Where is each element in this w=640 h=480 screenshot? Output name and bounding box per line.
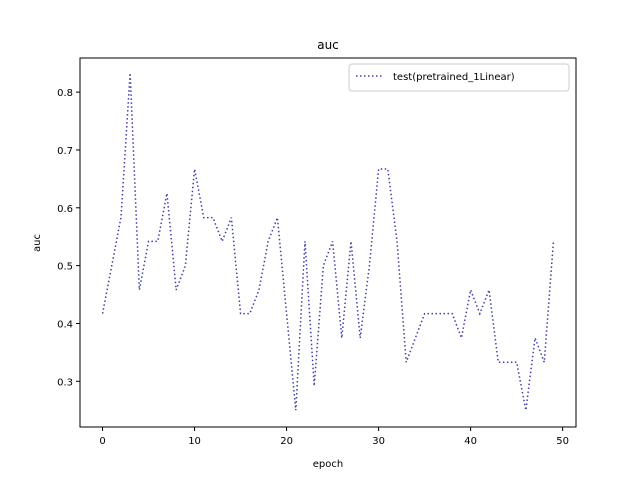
- x-axis: 0 10 20 30 40 50: [99, 427, 569, 447]
- y-tick-label: 0.8: [57, 88, 73, 99]
- x-tick-label: 10: [188, 436, 201, 447]
- y-axis-label: auc: [32, 234, 43, 252]
- legend: test(pretrained_1Linear): [348, 63, 570, 92]
- y-tick-label: 0.6: [57, 204, 73, 215]
- plot-area: [101, 72, 555, 411]
- y-axis: 0.3 0.4 0.5 0.6 0.7 0.8: [57, 88, 80, 388]
- series-line: [101, 72, 555, 411]
- y-tick-label: 0.5: [57, 262, 73, 273]
- chart-title: auc: [317, 38, 339, 52]
- x-tick-label: 50: [556, 436, 569, 447]
- legend-box: [348, 63, 570, 92]
- x-tick-label: 20: [280, 436, 293, 447]
- y-tick-label: 0.4: [57, 319, 73, 330]
- legend-label: test(pretrained_1Linear): [393, 72, 515, 83]
- x-axis-label: epoch: [313, 459, 343, 470]
- y-tick-label: 0.3: [57, 377, 73, 388]
- x-tick-label: 30: [372, 436, 385, 447]
- x-tick-label: 0: [99, 436, 105, 447]
- x-tick-label: 40: [464, 436, 477, 447]
- y-tick-label: 0.7: [57, 146, 73, 157]
- plot-frame: [79, 57, 577, 428]
